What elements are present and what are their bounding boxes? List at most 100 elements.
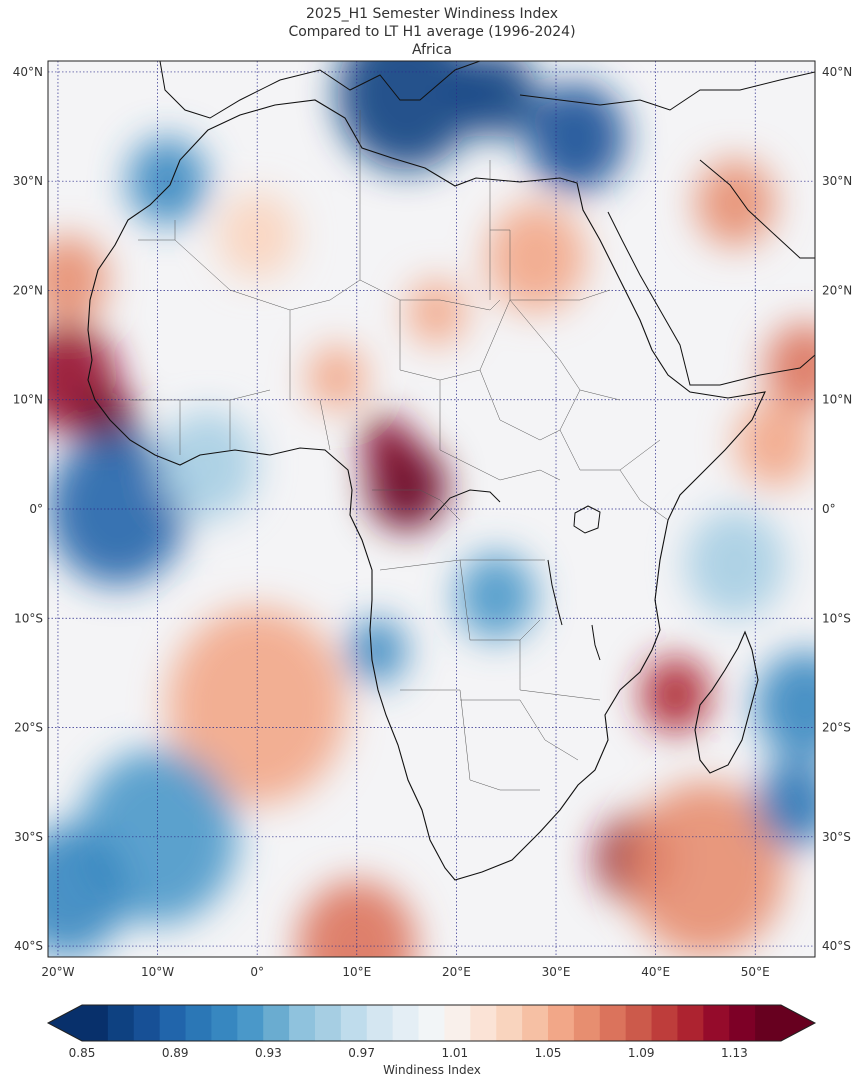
field-somalia-high xyxy=(735,399,815,488)
lat-label-right: 0° xyxy=(822,502,836,516)
field-east-med-low xyxy=(526,82,626,193)
lat-label-left: 40°S xyxy=(14,939,43,953)
field-madagascar-east-low xyxy=(755,651,815,761)
colorbar-tick-label: 1.05 xyxy=(535,1046,562,1060)
colorbar-label: Windiness Index xyxy=(383,1063,481,1077)
lon-label: 40°E xyxy=(641,965,670,979)
colorbar-segment xyxy=(548,1005,575,1041)
colorbar-segment xyxy=(573,1005,601,1041)
colorbar-tick-label: 0.89 xyxy=(162,1046,189,1060)
lat-label-left: 30°S xyxy=(14,830,43,844)
lake-tanganyika xyxy=(547,559,563,626)
lat-label-left: 10°S xyxy=(14,611,43,625)
colorbar-frame xyxy=(46,1004,817,1042)
arabia-coastline xyxy=(607,211,815,386)
lat-label-right: 20°N xyxy=(822,283,852,297)
field-angola-coast-low xyxy=(346,618,407,684)
lat-label-left: 10°N xyxy=(13,393,43,407)
map-area xyxy=(48,61,815,957)
map-frame xyxy=(47,60,816,958)
lat-label-right: 10°N xyxy=(822,393,852,407)
colorbar-tick-label: 1.09 xyxy=(628,1046,655,1060)
turkey-coastline xyxy=(519,71,815,111)
graticule xyxy=(48,61,815,957)
colorbar-segment xyxy=(237,1005,264,1041)
colorbar-tick-label: 1.01 xyxy=(441,1046,468,1060)
lon-label: 20°E xyxy=(442,965,471,979)
field-niger-high xyxy=(406,279,467,346)
colorbar-segment xyxy=(159,1005,187,1041)
lat-label-left: 40°N xyxy=(13,65,43,79)
lon-label: 30°E xyxy=(542,965,571,979)
colorbar-segment xyxy=(392,1005,420,1041)
field-west-atlantic-low xyxy=(48,825,128,957)
colorbar-segment xyxy=(470,1005,497,1041)
lon-label: 0° xyxy=(250,965,264,979)
lat-label-left: 0° xyxy=(29,502,43,516)
field-yemen-high xyxy=(765,323,815,411)
field-mediterranean-low xyxy=(336,61,477,171)
colorbar-segment xyxy=(729,1005,756,1041)
colorbar-segment xyxy=(651,1005,678,1041)
gulf-coastline xyxy=(699,159,815,259)
colorbar-segment xyxy=(340,1005,368,1041)
colorbar-tick-label: 0.97 xyxy=(348,1046,375,1060)
colorbar-tick-label: 0.85 xyxy=(69,1046,96,1060)
lat-label-left: 30°N xyxy=(13,174,43,188)
colorbar: 0.85 0.89 0.93 0.97 1.01 1.05 1.09 1.13 Windine… xyxy=(46,1004,817,1077)
colorbar-segment xyxy=(418,1005,445,1041)
title-line-1: 2025_H1 Semester Windiness Index xyxy=(305,6,558,22)
lat-label-right: 10°S xyxy=(822,611,851,625)
colorbar-segment xyxy=(107,1005,135,1041)
colorbar-tick-label: 0.93 xyxy=(255,1046,282,1060)
lon-label: 20°W xyxy=(41,965,74,979)
field-indian-ocean-low xyxy=(755,760,815,848)
field-south-atlantic-light-low xyxy=(157,410,258,520)
lat-labels-left: 40°N 30°N 20°N 10°N 0° 10°S 20°S 30°S 40°S xyxy=(13,65,43,953)
country-borders xyxy=(130,110,669,791)
field-cameroon-high xyxy=(361,416,412,471)
colorbar-max-extend xyxy=(781,1005,815,1041)
lake-malawi xyxy=(591,624,601,661)
colorbar-min-extend xyxy=(48,1005,82,1041)
field-mauritania-high xyxy=(48,235,108,324)
colorbar-segment xyxy=(82,1005,109,1041)
field-sahel-mixed xyxy=(306,345,367,411)
field-aegean-low xyxy=(456,61,537,138)
field-southern-ocean-high xyxy=(625,782,786,957)
field-mozambique-high xyxy=(640,656,711,733)
field-sahara-high xyxy=(217,192,298,280)
field-indian-north-low xyxy=(685,509,786,619)
field-arabia-high xyxy=(695,159,776,247)
colorbar-segment xyxy=(755,1005,782,1041)
colorbar-segment xyxy=(522,1005,549,1041)
colorbar-ticks: 0.85 0.89 0.93 0.97 1.01 1.05 1.09 1.13 xyxy=(69,1046,748,1060)
field-equatorial-low xyxy=(48,432,188,586)
lat-labels-right: 40°N 30°N 20°N 10°N 0° 10°S 20°S 30°S 40°S xyxy=(822,65,852,953)
lat-label-right: 30°N xyxy=(822,174,852,188)
colorbar-segment xyxy=(315,1005,342,1041)
colorbar-segment xyxy=(496,1005,523,1041)
colorbar-segments xyxy=(46,1004,817,1042)
congo-river xyxy=(429,489,501,521)
lat-label-right: 40°S xyxy=(822,939,851,953)
lat-label-left: 20°N xyxy=(13,283,43,297)
colorbar-segment xyxy=(703,1005,730,1041)
colorbar-segment xyxy=(263,1005,290,1041)
colorbar-segment xyxy=(625,1005,653,1041)
lat-label-right: 40°N xyxy=(822,65,852,79)
field-sudan-high xyxy=(486,203,586,313)
colorbar-segment xyxy=(289,1005,316,1041)
lon-label: 50°E xyxy=(741,965,770,979)
lon-label: 10°W xyxy=(141,965,174,979)
colorbar-tick-label: 1.13 xyxy=(721,1046,748,1060)
colorbar-segment xyxy=(677,1005,704,1041)
colorbar-segment xyxy=(599,1005,627,1041)
coastlines xyxy=(87,61,815,881)
lat-label-left: 20°S xyxy=(14,721,43,735)
lake-victoria xyxy=(573,505,601,534)
colorbar-segment xyxy=(444,1005,471,1041)
colorbar-segment xyxy=(133,1005,161,1041)
colorbar-segment xyxy=(185,1005,212,1041)
